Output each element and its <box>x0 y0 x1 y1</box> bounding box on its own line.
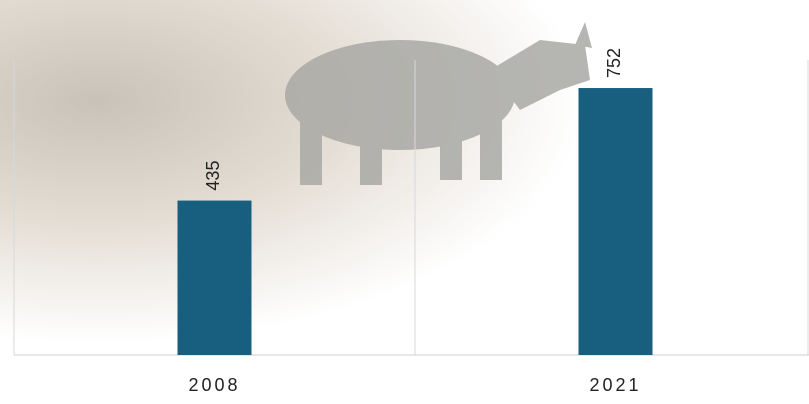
value-label: 435 <box>203 161 223 191</box>
x-tick-label: 2021 <box>589 375 641 395</box>
bar <box>579 88 653 355</box>
page: 20084352021752 (() => { const data = JSO… <box>0 0 809 404</box>
value-label: 752 <box>604 48 624 78</box>
x-tick-label: 2008 <box>188 375 240 395</box>
bar <box>178 201 252 355</box>
chart: 2008 435 2021 752 <box>0 0 809 404</box>
